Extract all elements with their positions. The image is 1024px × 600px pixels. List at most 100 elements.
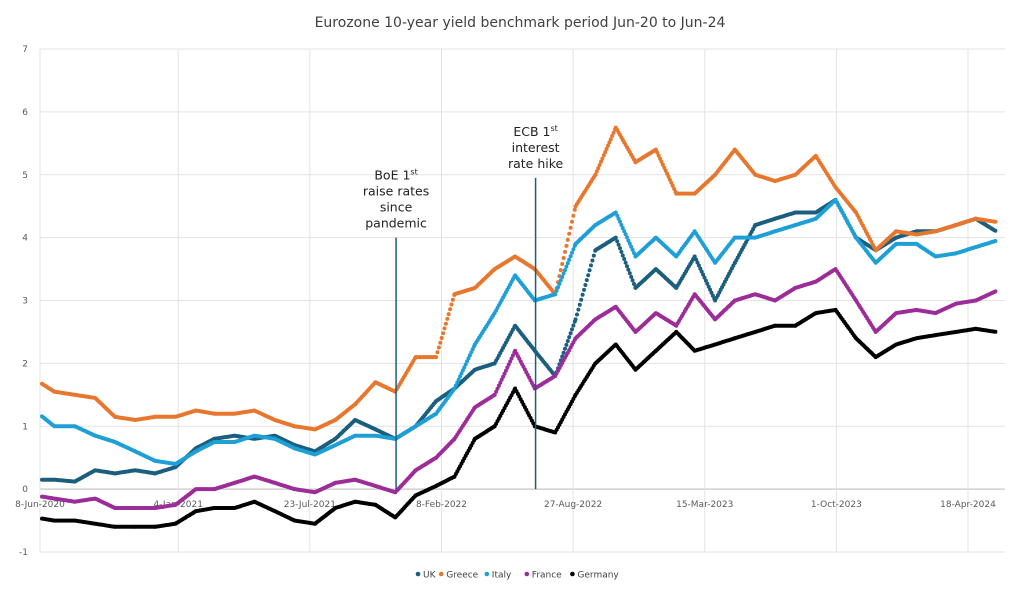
data-point bbox=[619, 223, 624, 227]
ecb-annotation-text: rate hike bbox=[508, 156, 564, 171]
data-point bbox=[993, 289, 998, 294]
data-point bbox=[572, 207, 577, 212]
data-point bbox=[505, 365, 510, 370]
data-point bbox=[695, 260, 700, 265]
data-point bbox=[613, 210, 618, 215]
data-point bbox=[557, 281, 562, 286]
data-point bbox=[463, 362, 468, 367]
data-point bbox=[606, 143, 610, 148]
data-point bbox=[558, 278, 563, 283]
data-point bbox=[589, 263, 593, 268]
y-axis-ticks: -1 0 1 2 3 4 5 6 7 bbox=[19, 45, 28, 558]
data-point bbox=[708, 287, 713, 292]
data-point bbox=[442, 326, 447, 331]
data-point bbox=[492, 392, 497, 397]
data-point bbox=[567, 257, 572, 262]
data-point bbox=[434, 355, 439, 360]
data-point bbox=[672, 186, 677, 191]
data-point bbox=[443, 321, 448, 326]
data-point bbox=[564, 243, 569, 248]
data-point bbox=[449, 302, 454, 307]
data-point bbox=[450, 297, 455, 302]
data-point bbox=[567, 231, 572, 236]
data-point bbox=[630, 247, 635, 252]
data-point bbox=[611, 130, 616, 135]
data-point bbox=[568, 225, 573, 230]
data-point bbox=[710, 293, 715, 298]
y-tick-label: -1 bbox=[19, 548, 28, 558]
data-point bbox=[610, 133, 615, 138]
data-point bbox=[455, 380, 460, 385]
data-point bbox=[458, 374, 463, 379]
data-point bbox=[456, 377, 461, 382]
data-point bbox=[571, 323, 576, 328]
data-point bbox=[508, 359, 513, 364]
data-point bbox=[462, 365, 467, 370]
data-point bbox=[993, 329, 998, 334]
data-point bbox=[658, 156, 663, 161]
data-point bbox=[591, 253, 596, 258]
data-point bbox=[494, 389, 499, 394]
boe-annotation-text: pandemic bbox=[365, 216, 427, 231]
superscript: st bbox=[410, 168, 417, 177]
data-point bbox=[570, 250, 574, 255]
data-point bbox=[660, 162, 665, 167]
data-point bbox=[560, 262, 565, 266]
data-point bbox=[496, 383, 501, 388]
data-point bbox=[625, 264, 629, 269]
data-point bbox=[622, 257, 627, 261]
data-point bbox=[446, 312, 451, 317]
data-point bbox=[666, 174, 671, 179]
y-tick-label: 2 bbox=[22, 359, 28, 369]
data-point bbox=[993, 219, 998, 224]
data-point bbox=[618, 246, 622, 251]
data-point bbox=[576, 307, 581, 312]
data-point bbox=[498, 380, 503, 385]
data-point bbox=[620, 226, 625, 231]
data-point bbox=[597, 163, 602, 167]
data-point bbox=[616, 216, 621, 221]
data-point bbox=[568, 254, 573, 259]
data-point bbox=[613, 235, 618, 240]
data-point bbox=[669, 180, 674, 185]
x-tick-label: 8-Jun-2020 bbox=[15, 500, 65, 510]
data-point bbox=[603, 150, 608, 155]
data-point bbox=[616, 242, 621, 247]
data-point bbox=[441, 331, 446, 336]
data-point bbox=[499, 377, 504, 382]
legend-marker bbox=[438, 571, 444, 577]
series-france bbox=[40, 267, 998, 510]
data-point bbox=[577, 302, 582, 307]
data-point bbox=[615, 213, 620, 218]
data-point bbox=[699, 269, 704, 274]
data-point bbox=[565, 237, 570, 242]
data-point bbox=[626, 238, 631, 243]
data-point bbox=[653, 147, 658, 152]
data-point bbox=[445, 316, 450, 321]
data-point bbox=[696, 263, 701, 268]
data-point bbox=[625, 235, 629, 240]
data-point bbox=[630, 278, 635, 283]
data-point bbox=[506, 362, 511, 367]
data-point bbox=[632, 282, 636, 286]
data-point bbox=[670, 183, 675, 188]
data-point bbox=[618, 219, 622, 224]
x-tick-label: 15-Mar-2023 bbox=[676, 500, 733, 510]
data-point bbox=[556, 285, 560, 290]
data-point bbox=[703, 278, 708, 283]
data-point bbox=[554, 288, 559, 293]
boe-annotation-text: raise rates bbox=[363, 184, 429, 199]
data-point bbox=[503, 368, 508, 373]
data-point bbox=[590, 258, 595, 263]
data-point bbox=[601, 153, 606, 158]
data-point bbox=[565, 261, 570, 266]
data-point bbox=[564, 264, 569, 269]
data-point bbox=[692, 254, 697, 259]
legend-label: France bbox=[532, 571, 562, 581]
data-point bbox=[567, 335, 572, 340]
legend-label: Italy bbox=[492, 571, 512, 581]
data-point bbox=[698, 266, 703, 271]
data-point bbox=[667, 177, 672, 182]
data-point bbox=[627, 271, 632, 276]
legend-label: UK bbox=[423, 571, 437, 581]
